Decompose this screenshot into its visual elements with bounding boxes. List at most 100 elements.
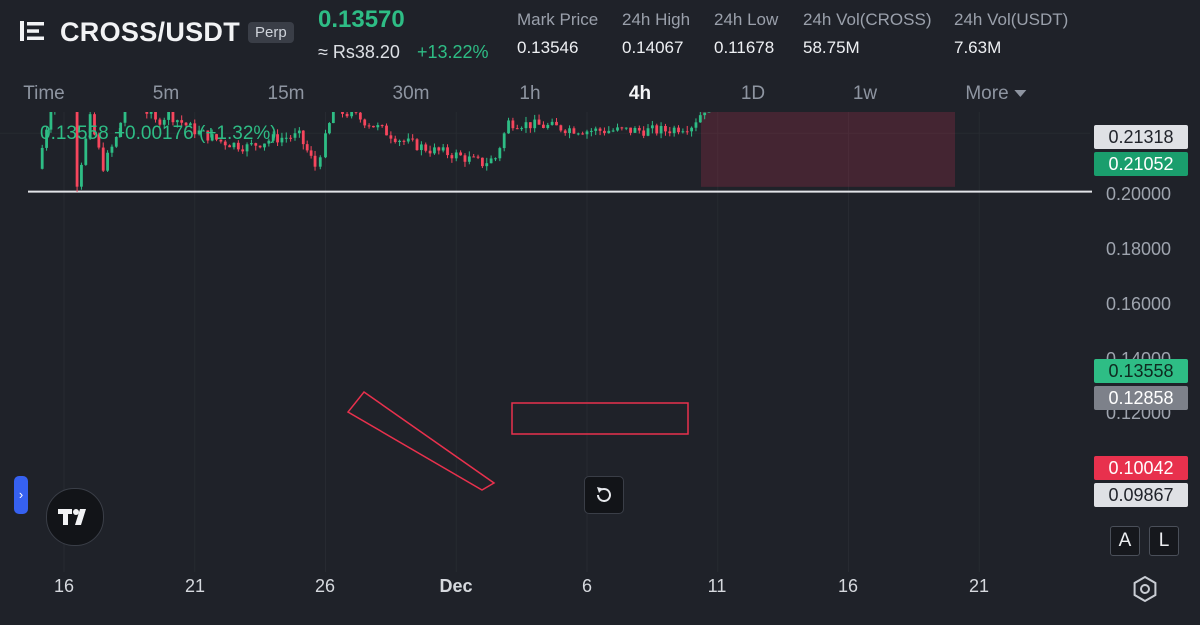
ticker-header: CROSS/USDT Perp 0.13570 ≈ Rs38.20 +13.22… <box>0 0 1200 70</box>
tab-time[interactable]: Time <box>23 83 65 104</box>
candle-body <box>572 128 576 134</box>
candle-body <box>393 138 397 143</box>
candle-body <box>589 130 593 132</box>
candle-body <box>162 119 166 125</box>
position-loss-zone <box>701 112 955 187</box>
stat-value: 58.75M <box>803 38 860 57</box>
drawing-panel-toggle[interactable]: › <box>14 476 28 514</box>
perp-badge: Perp <box>248 22 294 43</box>
stat-label: 24h Vol(USDT) <box>954 10 1069 29</box>
candle-body <box>685 131 689 133</box>
x-tick-label: 16 <box>53 576 75 596</box>
tab-15m[interactable]: 15m <box>267 83 305 104</box>
log-scale-button[interactable]: L <box>1149 526 1179 556</box>
reset-chart-icon <box>597 487 611 502</box>
stat-24h-vol-quote: 24h Vol(USDT) 7.63M <box>954 10 1068 58</box>
candle-body <box>271 134 275 141</box>
candle-body <box>659 126 663 134</box>
stat-label: Mark Price <box>517 10 599 29</box>
candle-body <box>581 133 585 135</box>
candle-body <box>485 163 489 167</box>
candle-body <box>650 125 654 129</box>
candle-body <box>598 128 602 131</box>
tab-1d[interactable]: 1D <box>740 83 766 104</box>
candle-body <box>119 122 123 138</box>
consolidation-box-annotation <box>511 402 689 435</box>
stat-label: 24h Vol(CROSS) <box>803 10 932 29</box>
candle-body <box>280 137 284 143</box>
candle-body <box>49 112 53 130</box>
candle-body <box>494 158 497 160</box>
candle-body <box>398 140 401 143</box>
candle-body <box>559 125 563 131</box>
candle-body <box>254 143 258 146</box>
candle-body <box>511 120 515 129</box>
candle-body <box>668 131 672 134</box>
stat-24h-high: 24h High 0.14067 <box>622 10 690 58</box>
auto-scale-button[interactable]: A <box>1110 526 1140 556</box>
candle-body <box>698 115 702 123</box>
candle-body <box>158 119 162 125</box>
tab-4h[interactable]: 4h <box>628 83 652 104</box>
candle-body <box>472 156 476 158</box>
candle-body <box>437 147 441 151</box>
tab-5m[interactable]: 5m <box>152 83 180 104</box>
candle-body <box>467 156 471 162</box>
price-label-top-line: 0.21318 <box>1094 125 1188 149</box>
tradingview-logo-icon[interactable] <box>46 488 104 546</box>
y-tick-label: 0.16000 <box>1106 294 1172 314</box>
candle-body <box>206 130 210 141</box>
candle-body <box>215 134 218 140</box>
price-chart[interactable] <box>0 112 1200 572</box>
tab-1h[interactable]: 1h <box>519 83 541 104</box>
candle-body <box>633 127 637 133</box>
candle-body <box>646 128 650 136</box>
candle-body <box>97 134 101 148</box>
candle-body <box>313 155 317 167</box>
candle-body <box>616 127 619 131</box>
candle-body <box>454 152 458 159</box>
price-label-stop: 0.10042 <box>1094 456 1188 480</box>
candle-body <box>197 130 201 135</box>
candle-body <box>406 138 410 142</box>
candle-body <box>145 112 149 114</box>
candle-body <box>450 155 454 159</box>
candle-body <box>489 158 493 164</box>
candle-body <box>245 144 249 152</box>
candle-body <box>250 143 253 145</box>
candle-body <box>193 123 197 135</box>
candle-body <box>524 122 528 129</box>
candle-body <box>502 133 506 149</box>
pair-selector[interactable]: CROSS/USDT <box>60 17 241 47</box>
candle-body <box>324 133 327 158</box>
tab-30m[interactable]: 30m <box>392 83 430 104</box>
candle-body <box>309 150 313 156</box>
candle-body <box>263 143 266 148</box>
candle-body <box>542 124 545 128</box>
candle-body <box>372 125 375 128</box>
candle-body <box>441 147 445 151</box>
candle-body <box>305 144 309 151</box>
candle-body <box>389 135 393 139</box>
tab-more-label: More <box>965 83 1009 104</box>
candle-body <box>363 119 367 126</box>
candle-body <box>664 126 667 132</box>
candle-body <box>555 121 558 126</box>
candle-body <box>611 130 615 132</box>
last-price: 0.13570 <box>318 6 405 33</box>
candle-body <box>345 113 349 117</box>
candle-body <box>331 112 335 124</box>
candle-body <box>533 119 537 129</box>
reset-chart-button[interactable] <box>584 476 624 514</box>
tab-more[interactable]: More <box>965 83 1027 105</box>
candle-body <box>210 134 214 141</box>
candle-body <box>520 128 524 130</box>
candle-body <box>550 121 554 125</box>
candle-body <box>93 114 96 135</box>
tab-1w[interactable]: 1w <box>852 83 878 104</box>
candle-body <box>101 147 105 171</box>
candle-body <box>84 138 88 165</box>
candle-body <box>367 125 371 127</box>
gear-icon[interactable] <box>1130 574 1160 604</box>
menu-icon[interactable] <box>20 20 46 42</box>
